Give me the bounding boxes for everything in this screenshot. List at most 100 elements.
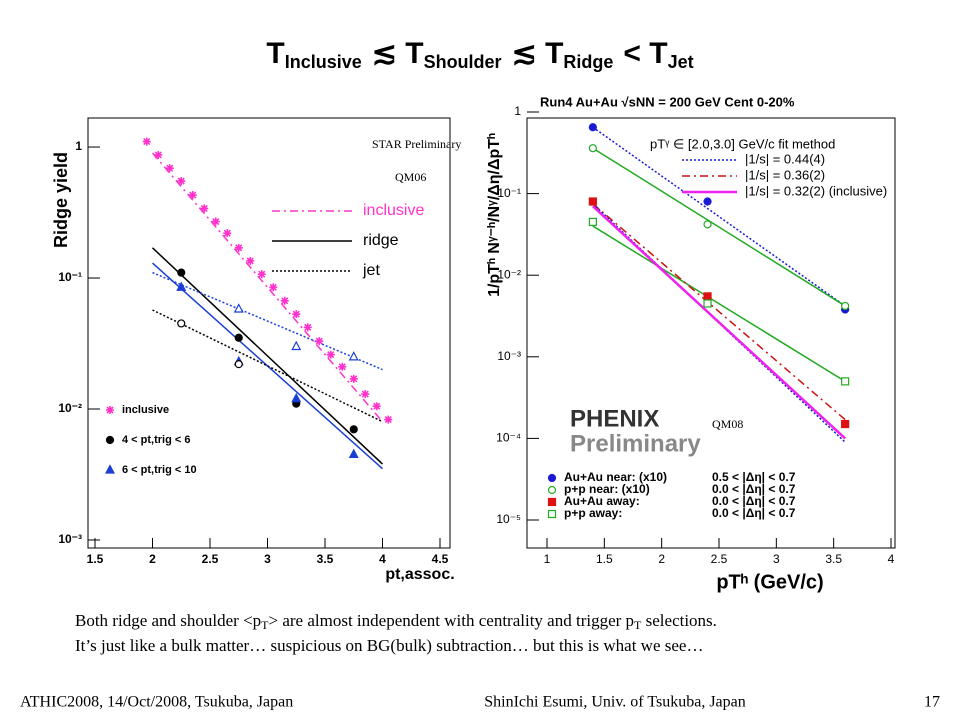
marker bbox=[315, 337, 324, 346]
title-subscript: Shoulder bbox=[424, 52, 502, 72]
marker bbox=[246, 256, 255, 265]
y-tick-label: 10⁻³ bbox=[497, 349, 521, 363]
fit-line bbox=[152, 309, 383, 423]
marker bbox=[223, 229, 232, 238]
marker bbox=[703, 220, 712, 229]
marker bbox=[361, 390, 370, 399]
slide-title: TInclusive ≲ TShoulder ≲ TRidge < TJet bbox=[266, 37, 693, 72]
y-axis-label: 1/pTʰ Nᵞ⁻ʰ/Nᵞ/Δη/ΔpTʰ bbox=[486, 133, 503, 297]
legend-marker bbox=[547, 497, 557, 507]
marker bbox=[841, 419, 850, 429]
marker bbox=[188, 191, 197, 200]
annotation: Preliminary bbox=[570, 430, 701, 457]
x-tick-label: 1.5 bbox=[596, 552, 613, 566]
marker bbox=[291, 340, 302, 351]
marker bbox=[165, 164, 174, 173]
legend-range: 0.0 < |Δη| < 0.7 bbox=[712, 494, 796, 508]
title-relation: ≲ bbox=[512, 37, 537, 70]
y-tick-label: 10⁻¹ bbox=[58, 270, 82, 284]
marker bbox=[233, 303, 244, 313]
marker bbox=[200, 204, 209, 213]
legend-label: p+p away: bbox=[564, 506, 622, 520]
marker bbox=[588, 197, 597, 206]
marker bbox=[326, 350, 335, 359]
fit-line bbox=[152, 262, 383, 470]
legend-label: |1/s| = 0.32(2) (inclusive) bbox=[745, 183, 887, 198]
x-tick-label: 2.5 bbox=[202, 552, 219, 566]
marker bbox=[372, 402, 381, 411]
x-axis-label: pt,assoc. bbox=[385, 566, 454, 583]
marker bbox=[588, 144, 597, 153]
marker bbox=[177, 268, 186, 277]
legend-label: Au+Au away: bbox=[564, 494, 640, 508]
legend-marker bbox=[105, 464, 115, 474]
x-tick-label: 3 bbox=[773, 552, 780, 566]
title-relation: ≲ bbox=[372, 37, 397, 70]
caption: Both ridge and shoulder <pT> are almost … bbox=[75, 611, 717, 632]
x-tick-label: 3.5 bbox=[317, 552, 334, 566]
caption-subscript: T bbox=[634, 618, 642, 632]
title-subscript: Inclusive bbox=[285, 52, 362, 72]
marker bbox=[349, 425, 358, 434]
annotation: STAR Preliminary bbox=[372, 137, 461, 151]
annotation: PHENIX bbox=[570, 405, 659, 432]
plot-frame bbox=[87, 117, 451, 549]
fit-line bbox=[152, 271, 383, 371]
annotation: QM06 bbox=[395, 170, 426, 184]
y-tick-label: 10⁻³ bbox=[58, 532, 82, 546]
y-tick-label: 10⁻⁴ bbox=[496, 431, 521, 445]
legend-label: p+p near: (x10) bbox=[564, 482, 650, 496]
marker bbox=[384, 415, 393, 424]
legend-range: 0.0 < |Δη| < 0.7 bbox=[712, 482, 796, 496]
x-tick-label: 1.5 bbox=[87, 552, 104, 566]
y-axis-label: Ridge yield bbox=[51, 152, 71, 248]
caption-text: selections. bbox=[641, 611, 717, 630]
legend-label: inclusive bbox=[122, 404, 169, 416]
marker bbox=[841, 301, 850, 311]
caption-subscript: T bbox=[261, 618, 269, 632]
marker bbox=[269, 283, 278, 292]
title-space bbox=[537, 37, 545, 70]
x-tick-label: 2 bbox=[658, 552, 665, 566]
marker bbox=[703, 292, 712, 301]
marker bbox=[348, 351, 359, 361]
title-space bbox=[641, 37, 649, 70]
chart: 1 1.5 2 2.5 3 3.5 4 10⁻⁵ 10⁻⁴ 10⁻³ 10⁻² 10⁻¹ 1 Run4 A… bbox=[486, 94, 896, 593]
caption: It’s just like a bulk matter… suspicious… bbox=[75, 636, 703, 655]
marker bbox=[841, 377, 850, 386]
marker bbox=[176, 281, 187, 291]
marker bbox=[234, 333, 243, 342]
marker bbox=[348, 448, 359, 459]
marker bbox=[234, 360, 243, 369]
title-relation: < bbox=[623, 37, 641, 70]
legend-label: |1/s| = 0.36(2) bbox=[745, 167, 825, 182]
fit-line bbox=[592, 126, 846, 307]
y-tick-label: 1 bbox=[514, 104, 521, 118]
fit-line bbox=[592, 225, 846, 383]
y-tick-label: 10⁻² bbox=[497, 267, 521, 281]
marker bbox=[257, 270, 266, 279]
caption-text: > are almost independent with centrality… bbox=[269, 611, 635, 630]
title-space bbox=[397, 37, 405, 70]
x-tick-label: 4.5 bbox=[432, 552, 449, 566]
x-tick-label: 4 bbox=[379, 552, 386, 566]
marker bbox=[177, 177, 186, 186]
footer: ShinIchi Esumi, Univ. of Tsukuba, Japan bbox=[484, 694, 746, 711]
legend-label: jet bbox=[362, 262, 380, 279]
marker bbox=[291, 392, 302, 403]
legend-marker bbox=[547, 473, 557, 483]
x-tick-label: 2.5 bbox=[711, 552, 728, 566]
legend-label: 4 < pt,trig < 6 bbox=[122, 434, 190, 446]
x-tick-label: 2 bbox=[149, 552, 156, 566]
footer: ATHIC2008, 14/Oct/2008, Tsukuba, Japan bbox=[20, 694, 293, 711]
legend-label: inclusive bbox=[363, 202, 424, 219]
fit-header: pTᵞ ∈ [2.0,3.0] GeV/c fit method bbox=[650, 136, 835, 151]
y-tick-label: 1 bbox=[75, 139, 82, 153]
marker bbox=[142, 137, 151, 146]
fit-line bbox=[592, 205, 846, 440]
marker bbox=[338, 362, 347, 371]
fit-line bbox=[592, 147, 846, 307]
marker bbox=[154, 150, 163, 159]
y-tick-label: 10⁻² bbox=[58, 401, 82, 415]
